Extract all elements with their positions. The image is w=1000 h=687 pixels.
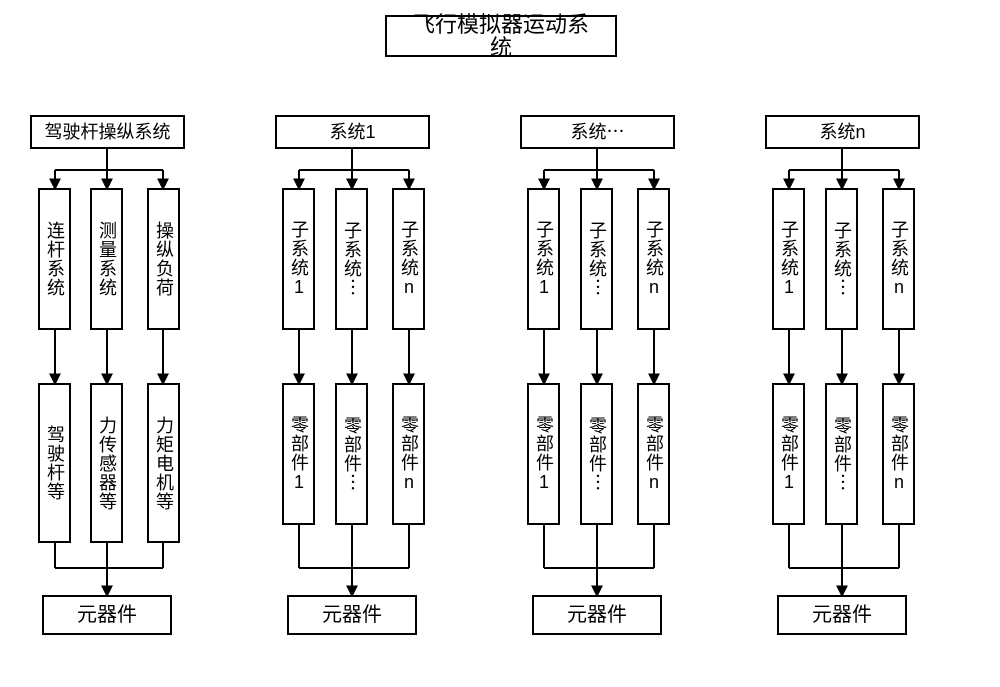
subsystem-0-2: 操纵负荷 [147, 188, 180, 330]
part-2-2: 零部件n [637, 383, 670, 525]
part-1-1: 零部件⋯ [335, 383, 368, 525]
system-box-3: 系统n [765, 115, 920, 149]
subsystem-1-1: 子系统⋯ [335, 188, 368, 330]
subsystem-2-2: 子系统n [637, 188, 670, 330]
subsystem-2-1: 子系统⋯ [580, 188, 613, 330]
part-1-2: 零部件n [392, 383, 425, 525]
system-box-2: 系统⋯ [520, 115, 675, 149]
system-box-1: 系统1 [275, 115, 430, 149]
subsystem-3-0: 子系统1 [772, 188, 805, 330]
part-0-0: 驾驶杆等 [38, 383, 71, 543]
subsystem-2-0: 子系统1 [527, 188, 560, 330]
subsystem-3-1: 子系统⋯ [825, 188, 858, 330]
part-0-2: 力矩电机等 [147, 383, 180, 543]
component-2: 元器件 [532, 595, 662, 635]
part-2-0: 零部件1 [527, 383, 560, 525]
subsystem-1-0: 子系统1 [282, 188, 315, 330]
subsystem-0-0: 连杆系统 [38, 188, 71, 330]
part-3-0: 零部件1 [772, 383, 805, 525]
subsystem-0-1: 测量系统 [90, 188, 123, 330]
part-3-1: 零部件⋯ [825, 383, 858, 525]
component-3: 元器件 [777, 595, 907, 635]
system-box-0: 驾驶杆操纵系统 [30, 115, 185, 149]
subsystem-1-2: 子系统n [392, 188, 425, 330]
subsystem-3-2: 子系统n [882, 188, 915, 330]
component-0: 元器件 [42, 595, 172, 635]
part-0-1: 力传感器等 [90, 383, 123, 543]
component-1: 元器件 [287, 595, 417, 635]
part-3-2: 零部件n [882, 383, 915, 525]
part-2-1: 零部件⋯ [580, 383, 613, 525]
diagram-title: 飞行模拟器运动系统 [385, 15, 617, 57]
part-1-0: 零部件1 [282, 383, 315, 525]
connectors [0, 0, 1000, 687]
